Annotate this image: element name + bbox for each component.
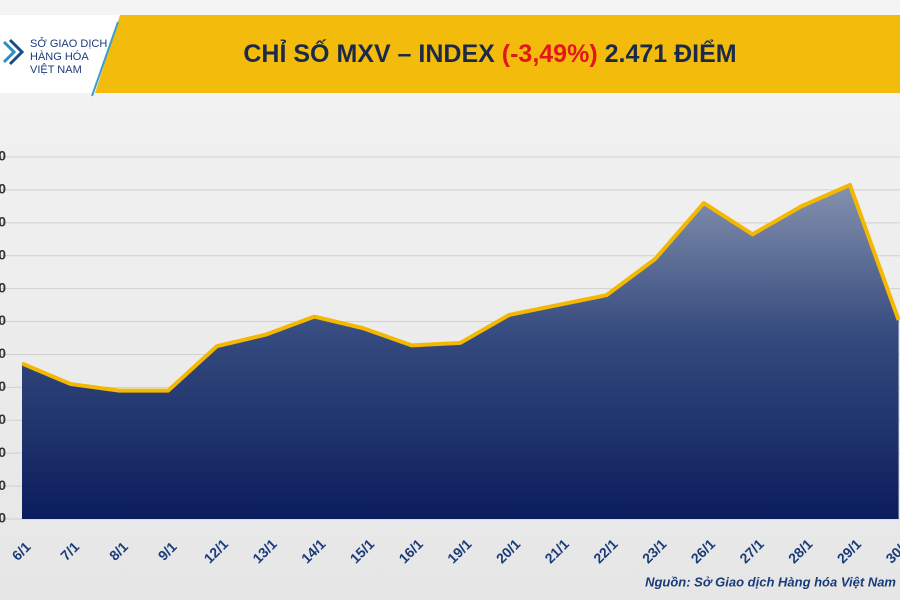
logo-accent bbox=[91, 21, 119, 97]
y-tick-label: 2350 bbox=[0, 510, 6, 526]
y-tick-label: 2490 bbox=[0, 279, 6, 295]
y-tick-label: 2530 bbox=[0, 214, 6, 230]
y-tick-label: 2510 bbox=[0, 246, 6, 262]
y-tick-label: 2550 bbox=[0, 181, 6, 197]
y-tick-label: 2570 bbox=[0, 148, 6, 164]
area bbox=[22, 184, 899, 520]
logo-panel bbox=[0, 15, 120, 93]
title-change: (-3,49%) bbox=[502, 40, 598, 68]
y-tick-label: 2450 bbox=[0, 345, 6, 361]
logo-icon bbox=[2, 38, 25, 66]
title-name: CHỈ SỐ MXV – INDEX bbox=[243, 38, 495, 68]
title-value: 2.471 ĐIỂM bbox=[605, 39, 737, 68]
source: Nguồn: Sở Giao dịch Hàng hóa Việt Nam bbox=[645, 574, 896, 589]
y-tick-label: 2430 bbox=[0, 378, 6, 394]
line bbox=[21, 182, 900, 393]
logo-text: HÀNG HÓA bbox=[30, 50, 89, 63]
y-tick-label: 2410 bbox=[0, 411, 6, 427]
y-tick-label: 2390 bbox=[0, 444, 6, 460]
logo-text: SỞ GIAO DỊCH bbox=[30, 37, 107, 50]
plot: 2350 2370 2390 2410 2430 2450 2470 2490 2510 2530… bbox=[0, 148, 900, 566]
y-tick-label: 2370 bbox=[0, 477, 6, 493]
logo-text: VIỆT NAM bbox=[30, 63, 82, 76]
title-band bbox=[95, 15, 900, 93]
chart-title: CHỈ SỐ MXV – INDEX (-3,49%) 2.471 ĐIỂM bbox=[243, 38, 736, 68]
y-tick-label: 2470 bbox=[0, 312, 6, 328]
